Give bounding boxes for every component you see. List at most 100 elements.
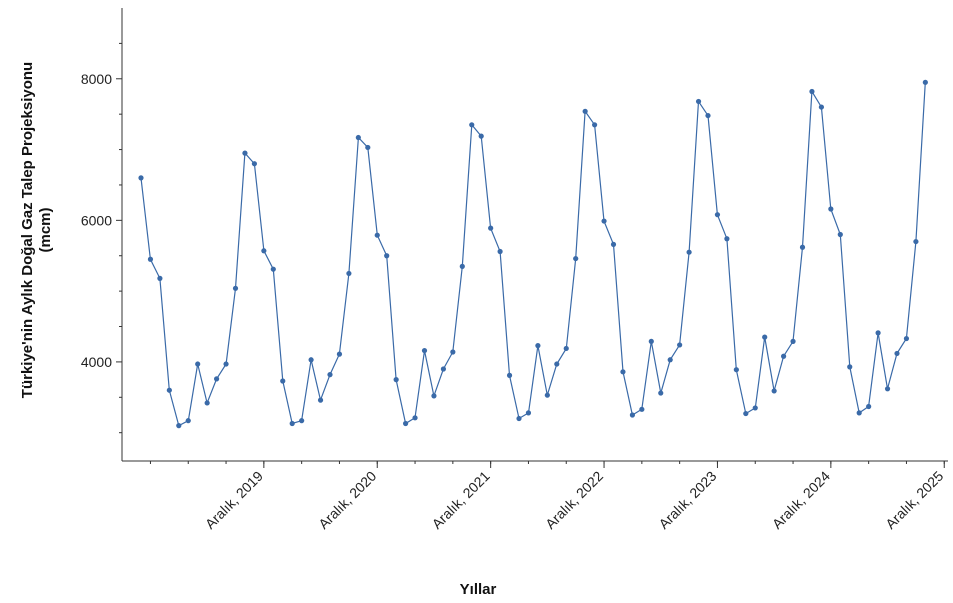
data-point [299, 418, 305, 424]
data-point [601, 218, 607, 224]
x-tick-label: Aralık, 2025 [882, 468, 946, 532]
y-axis-title-line: (mcm) [37, 207, 54, 252]
data-point [138, 175, 144, 181]
data-point [346, 270, 352, 277]
data-point [828, 206, 834, 212]
x-axis-title: Yıllar [460, 581, 497, 598]
data-point [261, 248, 267, 254]
data-point [317, 397, 324, 403]
data-point [497, 248, 503, 255]
y-axis-title-line: Türkiye'nin Aylık Doğal Gaz Talep Projek… [19, 62, 36, 398]
data-point [629, 412, 636, 418]
data-point [620, 369, 626, 375]
data-point [856, 410, 862, 416]
data-point [195, 361, 201, 367]
data-point [563, 345, 569, 352]
data-point [204, 400, 210, 406]
ticks: 4000 6000 8000 Aralık, 2019 Aralık, 2020 Aral… [81, 42, 947, 532]
data-point [336, 351, 343, 357]
data-point [308, 357, 314, 363]
data-point [403, 420, 409, 427]
x-tick-label: Aralık, 2019 [202, 468, 266, 532]
x-tick-label: Aralık, 2024 [769, 468, 833, 532]
axes [121, 8, 948, 462]
data-point [922, 79, 928, 85]
x-tick-label: Aralık, 2020 [315, 468, 379, 532]
data-point [894, 350, 900, 357]
y-tick-label: 6000 [81, 212, 112, 228]
data-point [705, 112, 711, 119]
data-point [176, 423, 182, 429]
data-point [658, 390, 664, 396]
data-point [355, 134, 361, 141]
x-tick-label: Aralık, 2021 [429, 468, 493, 532]
data-point [393, 377, 399, 383]
data-point [667, 357, 673, 363]
data-point [535, 343, 541, 349]
data-point [639, 406, 645, 412]
data-point [695, 98, 702, 105]
data-point [242, 150, 248, 156]
x-tick-label: Aralık, 2022 [542, 468, 606, 532]
data-point [847, 364, 853, 370]
data-point [544, 392, 550, 398]
data-point [280, 378, 286, 384]
y-axis-title: Türkiye'nin Aylık Doğal Gaz Talep Projek… [19, 62, 54, 398]
data-point [610, 241, 617, 248]
series [138, 79, 928, 429]
data-point [412, 415, 418, 421]
data-point [289, 420, 295, 427]
data-point [799, 244, 806, 250]
data-point [223, 361, 229, 367]
data-point [488, 225, 494, 231]
data-point [752, 405, 758, 411]
data-point [903, 335, 910, 342]
data-point [733, 367, 739, 373]
y-tick-label: 4000 [81, 354, 112, 370]
data-point [648, 338, 654, 344]
data-point [818, 104, 825, 110]
data-point [913, 238, 919, 245]
data-point [270, 266, 276, 272]
data-point [365, 144, 371, 151]
y-tick-label: 8000 [81, 71, 112, 87]
data-point [421, 347, 428, 354]
data-point [724, 236, 730, 242]
data-point [525, 410, 532, 416]
data-point [790, 338, 796, 344]
data-point [384, 253, 390, 259]
data-point [478, 133, 484, 139]
data-point [440, 366, 446, 372]
data-point [185, 418, 191, 424]
data-point [762, 334, 768, 340]
data-point [431, 393, 437, 399]
data-point [875, 330, 881, 336]
data-point [809, 88, 815, 95]
data-point [743, 410, 749, 417]
data-point [459, 263, 465, 269]
data-point [592, 122, 598, 128]
data-point [884, 386, 891, 392]
data-point [469, 122, 475, 128]
data-point [232, 285, 239, 291]
x-tick-label: Aralık, 2023 [655, 468, 719, 532]
data-point [781, 353, 787, 359]
data-point [516, 415, 522, 422]
data-point [251, 161, 257, 167]
data-point [714, 212, 721, 218]
data-point [506, 372, 513, 378]
data-point [374, 232, 380, 238]
data-point [771, 388, 777, 394]
data-point [866, 403, 872, 410]
data-point [573, 255, 579, 262]
data-point [837, 231, 843, 238]
data-point [554, 361, 560, 367]
data-point [157, 275, 163, 281]
data-point [327, 372, 333, 378]
data-point [686, 249, 692, 255]
data-point [166, 387, 172, 393]
series-line [140, 82, 926, 427]
data-point [450, 349, 456, 355]
data-point [214, 376, 220, 382]
